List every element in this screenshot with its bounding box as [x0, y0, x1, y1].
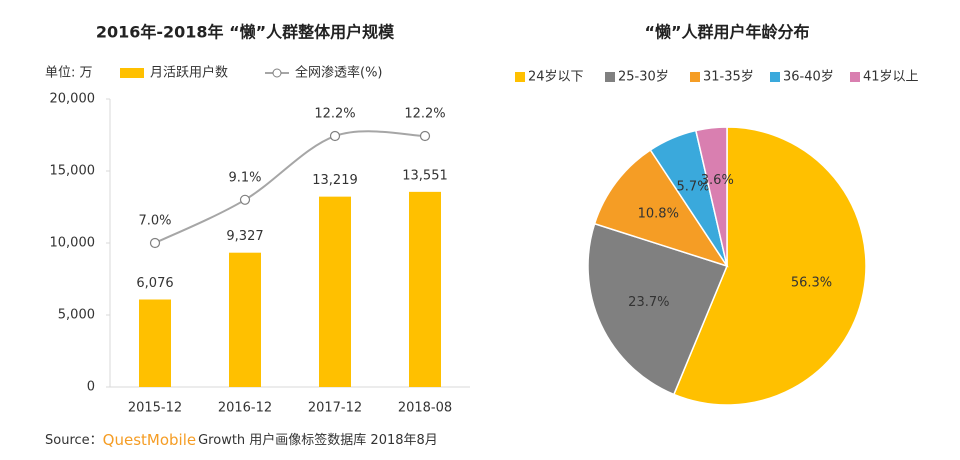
value-label: 9.1%	[228, 170, 261, 185]
value-label: 10.8%	[638, 206, 679, 221]
value-label: 3.6%	[701, 173, 734, 188]
bar	[229, 252, 261, 387]
x-tick-label: 2015-12	[128, 401, 182, 416]
y-tick-label: 15,000	[50, 164, 96, 179]
y-tick-label: 10,000	[50, 236, 96, 251]
legend-swatch	[605, 72, 615, 82]
bar	[319, 196, 351, 387]
legend-label: 36-40岁	[783, 70, 834, 85]
legend-swatch	[120, 68, 144, 78]
bar	[409, 191, 441, 387]
chart-title: 2016年-2018年 “懒”人群整体用户规模	[96, 23, 395, 42]
unit-label: 单位: 万	[45, 66, 93, 81]
value-label: 6,076	[136, 276, 173, 291]
line-marker	[239, 194, 251, 205]
legend-swatch	[690, 72, 700, 82]
bar	[139, 299, 171, 387]
line-marker	[149, 237, 161, 249]
legend-label: 25-30岁	[618, 70, 669, 85]
source-text: Growth 用户画像标签数据库 2018年8月	[198, 432, 438, 448]
pie-slice	[587, 222, 729, 396]
source-label: Source：	[45, 433, 103, 448]
value-label: 12.2%	[314, 107, 355, 122]
legend-swatch	[850, 72, 860, 82]
pie-slice	[694, 126, 728, 267]
y-tick-label: 5,000	[58, 308, 95, 323]
line-marker	[329, 130, 341, 142]
value-label: 9,327	[226, 229, 263, 244]
value-label: 56.3%	[791, 275, 832, 290]
x-tick-label: 2017-12	[308, 401, 362, 416]
value-label: 5.7%	[677, 179, 710, 194]
value-label: 23.7%	[628, 295, 669, 310]
line-marker	[419, 130, 431, 142]
pie-slice	[593, 148, 729, 268]
legend-label: 月活跃用户数	[150, 65, 228, 81]
legend-marker	[272, 68, 282, 78]
line	[154, 130, 426, 244]
pie-slice	[672, 126, 867, 406]
value-label: 13,551	[402, 168, 448, 183]
y-tick-label: 0	[87, 380, 95, 395]
x-tick-label: 2018-08	[398, 401, 452, 416]
legend-label: 全网渗透率(%)	[295, 65, 383, 81]
y-tick-label: 20,000	[50, 92, 96, 107]
legend-swatch	[770, 72, 780, 82]
source: Source：QuestMobile Growth 用户画像标签数据库 2018年…	[45, 431, 438, 449]
legend-label: 41岁以上	[863, 70, 919, 85]
value-label: 13,219	[312, 173, 358, 188]
legend-label: 31-35岁	[703, 70, 754, 85]
source-brand: QuestMobile	[103, 431, 196, 449]
chart-title: “懒”人群用户年龄分布	[644, 23, 809, 42]
value-label: 7.0%	[138, 214, 171, 229]
x-tick-label: 2016-12	[218, 401, 272, 416]
legend-swatch	[515, 72, 525, 82]
legend-label: 24岁以下	[528, 70, 584, 85]
value-label: 12.2%	[404, 107, 445, 122]
